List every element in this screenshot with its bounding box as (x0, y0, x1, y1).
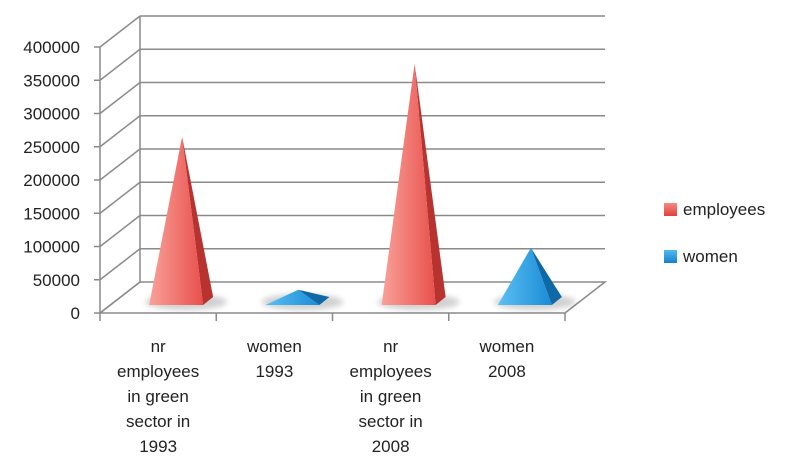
y-tick-label: 250000 (23, 138, 80, 157)
legend-item-employees: employees (664, 200, 765, 219)
x-tick-label: nr employees in green sector in 2008 (350, 337, 432, 456)
y-tick-label: 200000 (23, 171, 80, 190)
gridline (99, 48, 605, 81)
x-tick-label: women 1993 (246, 337, 302, 381)
legend-swatch (664, 250, 677, 263)
legend-item-women: women (664, 247, 738, 266)
gridline (99, 148, 605, 181)
gridline (99, 81, 605, 115)
x-tick-label: women 2008 (478, 337, 534, 381)
y-tick-label: 300000 (23, 105, 80, 124)
x-tick-label: nr employees in green sector in 1993 (117, 337, 199, 456)
legend: employees women (664, 200, 765, 266)
bar-employees-0 (149, 136, 214, 305)
bars (149, 63, 562, 305)
gridline (99, 181, 605, 214)
gridline (99, 248, 605, 281)
y-tick-label: 400000 (23, 38, 80, 57)
y-tick-label: 0 (71, 304, 80, 323)
legend-label: women (682, 247, 738, 266)
bar-employees-2 (381, 63, 446, 305)
chart-floor (97, 281, 608, 314)
y-tick-label: 100000 (23, 238, 80, 257)
y-tick-label: 350000 (23, 71, 80, 90)
gridline (99, 115, 605, 148)
gridline (99, 214, 605, 248)
legend-swatch (664, 203, 677, 216)
y-axis-ticks: 0 50000 100000 150000 200000 250000 300000 3500… (23, 38, 100, 323)
bar-women-1 (265, 289, 330, 305)
gridline (99, 15, 605, 48)
bar-women-3 (497, 247, 562, 305)
y-tick-label: 50000 (33, 271, 80, 290)
y-tick-label: 150000 (23, 204, 80, 223)
legend-label: employees (683, 200, 765, 219)
x-axis-ticks: nr employees in green sector in 1993 women 199… (99, 313, 566, 456)
